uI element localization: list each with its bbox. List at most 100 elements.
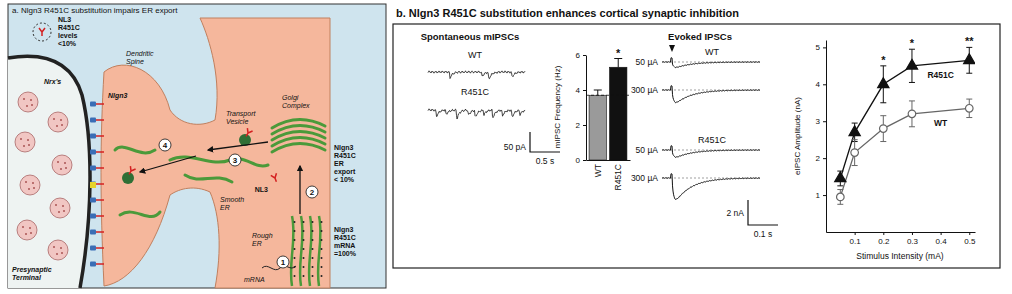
neuroligin-link	[96, 231, 104, 233]
vesicle-dot	[25, 181, 27, 183]
error-bar	[966, 99, 972, 117]
label: 0.5 s	[536, 156, 554, 166]
ribosome	[294, 248, 296, 250]
tick: WT	[593, 164, 603, 177]
tick-label: 5	[816, 43, 821, 52]
ribosome	[294, 239, 296, 241]
vesicle-dot	[30, 232, 32, 234]
reference-line	[586, 95, 630, 96]
tick-label: 3	[816, 117, 821, 126]
tick: 3	[816, 117, 826, 126]
header: Evoked IPSCs	[668, 31, 732, 42]
panel-title: a. Nlgn3 R451C substitution impairs ER e…	[12, 6, 178, 15]
tick-label: 0.3	[907, 237, 919, 246]
label: mRNA	[334, 242, 355, 249]
vesicle-dot	[53, 118, 55, 120]
axis-line	[586, 56, 587, 161]
synaptic-vesicle	[48, 112, 68, 132]
ribosome	[294, 257, 296, 259]
ribosome	[294, 230, 296, 232]
error-bar	[909, 101, 915, 127]
neurexin	[90, 166, 96, 171]
bar	[610, 67, 627, 160]
ribosome	[312, 248, 314, 250]
tick-mark	[583, 90, 586, 91]
label: Smooth	[220, 196, 244, 203]
stimulus-arrow	[669, 45, 675, 52]
tick-label: R451C	[613, 164, 623, 190]
y-axis: 0 2 4 6	[576, 51, 587, 165]
trace	[662, 174, 760, 200]
label: Nrx's	[44, 78, 61, 85]
tick-mark	[883, 232, 884, 235]
axis-title: eIPSC Amplitude (nA)	[793, 97, 802, 175]
label: Rough	[252, 232, 273, 240]
tick: 0.1	[850, 232, 862, 246]
vesicle-dot	[30, 99, 32, 101]
golgi-cisterna	[272, 143, 325, 152]
ribosome	[303, 257, 305, 259]
neuroligin-link	[96, 135, 104, 137]
error-bar	[852, 140, 858, 166]
synaptic-vesicle	[48, 240, 68, 260]
bars	[586, 59, 630, 161]
label: Transport	[226, 110, 256, 118]
vesicle-dot	[63, 210, 65, 212]
neuroligin	[271, 173, 279, 183]
series-line	[840, 108, 969, 197]
vesicle-dot	[62, 205, 64, 207]
vesicle-dot	[31, 104, 33, 106]
rough-er	[309, 216, 312, 286]
label: <10%	[58, 40, 77, 47]
tick-label: WT	[593, 164, 603, 177]
neuroligin	[243, 128, 252, 138]
label: levels	[58, 32, 78, 39]
label: < 10%	[334, 176, 355, 183]
smooth-er	[170, 157, 268, 166]
tick-mark	[823, 195, 826, 196]
presynaptic-membrane	[8, 56, 90, 288]
vesicle-dot	[23, 145, 25, 147]
neurexin	[90, 214, 96, 219]
axis-line	[587, 160, 631, 161]
presynaptic-terminal	[8, 56, 90, 288]
panel-a: a. Nlgn3 R451C substitution impairs ER e…	[8, 4, 386, 288]
ribosome	[303, 221, 305, 223]
trace	[428, 109, 525, 119]
synaptic-vesicle	[17, 220, 37, 240]
tick: R451C	[613, 164, 623, 190]
tick: 0.5	[964, 232, 976, 246]
label: 300 µA	[631, 85, 658, 95]
tick-label: 6	[576, 51, 581, 60]
ribosome	[312, 221, 314, 223]
tick-mark	[969, 232, 970, 235]
tick: 4	[576, 86, 586, 95]
tick: 0.4	[936, 232, 948, 246]
label: R451C	[698, 135, 727, 145]
label: export	[334, 168, 356, 176]
label: 300 µA	[631, 173, 658, 183]
synaptic-vesicle	[50, 198, 70, 218]
label: R451C	[58, 24, 80, 31]
tick-label: 0.5	[964, 237, 976, 246]
vesicle-dot	[27, 139, 29, 141]
label: Nlgn3	[108, 92, 128, 100]
ribosome	[312, 275, 314, 277]
marker	[906, 59, 917, 69]
vesicle-dot	[28, 144, 30, 146]
trace	[662, 146, 760, 158]
x-axis: WT R451C	[587, 161, 631, 191]
tick-label: 2	[576, 121, 581, 130]
trace	[662, 58, 760, 68]
error-bar	[880, 116, 886, 142]
axis-title: Stimulus Intensity (mA)	[856, 251, 944, 261]
tick: 1	[816, 191, 826, 200]
ribosome	[294, 275, 296, 277]
tick: 0	[576, 156, 586, 165]
significance: **	[965, 35, 974, 47]
ribosome	[294, 221, 296, 223]
label: =100%	[334, 250, 357, 257]
vesicle-dot	[57, 161, 59, 163]
tick: 2	[816, 154, 826, 163]
tick-mark	[823, 47, 826, 48]
